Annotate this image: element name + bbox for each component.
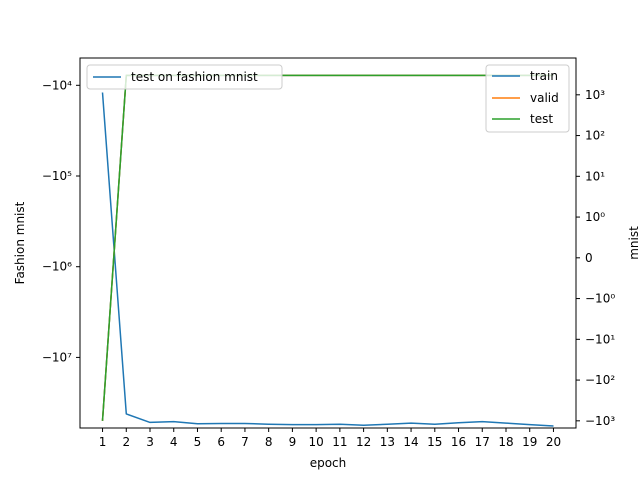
left-legend-box xyxy=(86,64,283,90)
right-tick-label: −10³ xyxy=(585,414,615,428)
right-y-axis-label: mnist xyxy=(627,226,640,260)
right-tick-label: −10² xyxy=(585,373,615,387)
right-tick-label: 10³ xyxy=(585,88,605,102)
right-tick-label: 10¹ xyxy=(585,169,605,183)
x-tick-label: 18 xyxy=(498,435,513,449)
x-tick-label: 6 xyxy=(217,435,225,449)
x-tick-label: 3 xyxy=(146,435,154,449)
left-legend: test on fashion mnist xyxy=(86,64,283,90)
left-tick-label: −10⁵ xyxy=(42,169,72,183)
left-series-group xyxy=(101,92,554,427)
x-tick-label: 20 xyxy=(546,435,561,449)
x-tick-label: 2 xyxy=(122,435,130,449)
x-axis-label: epoch xyxy=(310,456,347,470)
right-tick-label: 10² xyxy=(585,129,605,143)
x-tick-label: 15 xyxy=(427,435,442,449)
right-legend-box xyxy=(485,64,570,133)
x-tick-label: 12 xyxy=(356,435,371,449)
right-legend: train valid test xyxy=(485,64,570,133)
right-legend-label-train: train xyxy=(530,69,558,83)
right-legend-label-test: test xyxy=(530,112,553,126)
x-tick-label: 17 xyxy=(475,435,490,449)
x-tick-label: 8 xyxy=(265,435,273,449)
series-line-test-on-fashion-mnist xyxy=(101,92,554,427)
x-tick-label: 9 xyxy=(289,435,297,449)
left-y-axis-label: Fashion mnist xyxy=(13,201,27,284)
left-tick-label: −10⁴ xyxy=(42,78,72,92)
left-axis-ticks: −10⁴ −10⁵ −10⁶ −10⁷ xyxy=(42,78,80,364)
right-tick-label: 0 xyxy=(585,251,593,265)
left-tick-label: −10⁶ xyxy=(42,260,72,274)
x-tick-label: 5 xyxy=(194,435,202,449)
x-tick-label: 4 xyxy=(170,435,178,449)
x-tick-label: 10 xyxy=(308,435,323,449)
x-tick-label: 19 xyxy=(522,435,537,449)
right-tick-label: −10⁰ xyxy=(585,292,615,306)
right-legend-label-valid: valid xyxy=(530,91,559,105)
left-legend-label: test on fashion mnist xyxy=(131,70,258,84)
x-tick-label: 16 xyxy=(451,435,466,449)
right-axis-ticks: 10³ 10² 10¹ 10⁰ 0 −10⁰ −10¹ −10² −10³ xyxy=(576,88,615,428)
x-tick-label: 14 xyxy=(403,435,418,449)
x-tick-label: 13 xyxy=(380,435,395,449)
x-tick-label: 11 xyxy=(332,435,347,449)
right-tick-label: −10¹ xyxy=(585,332,615,346)
plot-area-frame xyxy=(79,57,577,429)
right-tick-label: 10⁰ xyxy=(585,210,605,224)
x-axis-ticks: 1 2 3 4 5 6 7 8 9 10 11 12 13 14 15 16 17 18 19 20 xyxy=(99,428,561,449)
x-tick-label: 7 xyxy=(241,435,249,449)
x-tick-label: 1 xyxy=(99,435,107,449)
left-tick-label: −10⁷ xyxy=(42,350,72,364)
